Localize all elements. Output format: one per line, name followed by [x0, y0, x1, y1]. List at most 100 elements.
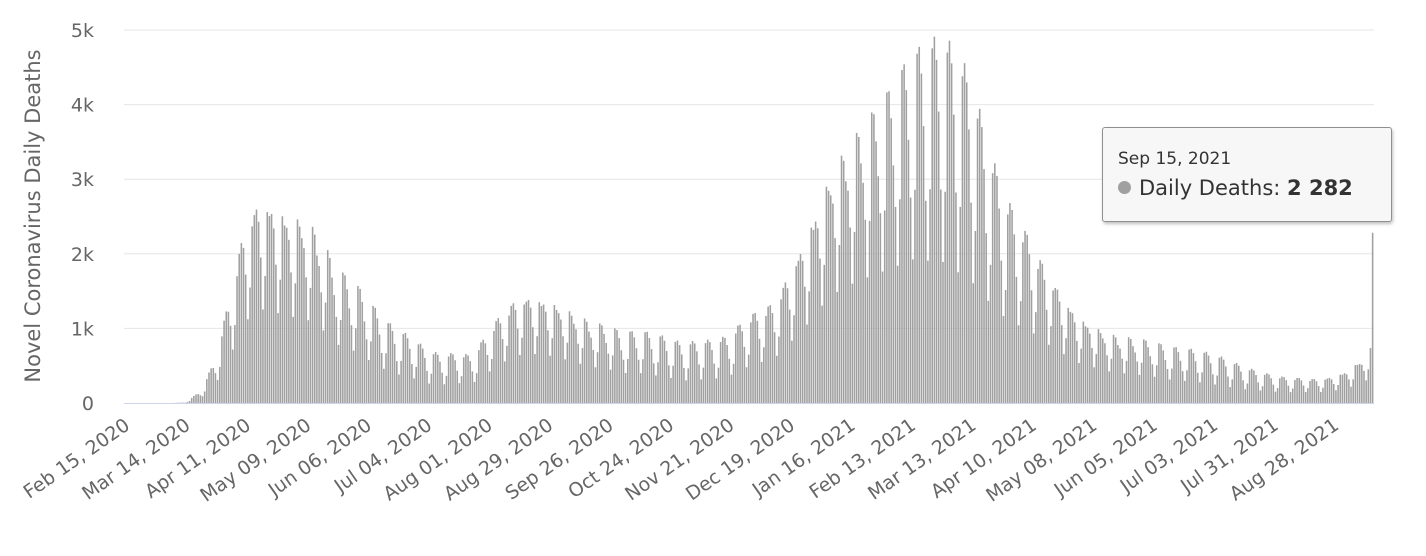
- bar[interactable]: [808, 291, 810, 403]
- bar[interactable]: [957, 272, 959, 403]
- bar[interactable]: [238, 253, 240, 403]
- bar[interactable]: [432, 354, 435, 403]
- bar[interactable]: [1168, 379, 1171, 403]
- bar[interactable]: [240, 243, 243, 403]
- bar[interactable]: [659, 336, 661, 403]
- bar[interactable]: [1065, 338, 1067, 403]
- bar[interactable]: [1151, 364, 1154, 403]
- bar[interactable]: [594, 367, 597, 403]
- bar[interactable]: [909, 197, 912, 403]
- bar[interactable]: [516, 328, 519, 403]
- bar[interactable]: [629, 331, 631, 403]
- bar[interactable]: [266, 212, 269, 403]
- bar[interactable]: [1108, 371, 1111, 403]
- bar[interactable]: [646, 331, 649, 403]
- bar[interactable]: [1339, 374, 1342, 403]
- bar[interactable]: [430, 373, 433, 403]
- bar[interactable]: [741, 331, 743, 403]
- bar[interactable]: [231, 349, 234, 403]
- bar[interactable]: [242, 247, 245, 403]
- bar[interactable]: [756, 320, 759, 403]
- bar[interactable]: [367, 360, 370, 403]
- bar[interactable]: [413, 378, 415, 403]
- bar[interactable]: [255, 209, 258, 403]
- bar[interactable]: [1045, 309, 1048, 403]
- bar[interactable]: [398, 374, 400, 403]
- bar[interactable]: [618, 338, 620, 403]
- bar[interactable]: [467, 355, 469, 403]
- bar[interactable]: [1352, 379, 1354, 403]
- bar[interactable]: [1078, 363, 1080, 403]
- bar[interactable]: [598, 323, 601, 403]
- bar[interactable]: [1000, 260, 1003, 403]
- bar[interactable]: [309, 287, 312, 403]
- bar[interactable]: [1231, 379, 1234, 403]
- bar[interactable]: [1330, 379, 1333, 403]
- bar[interactable]: [1214, 384, 1216, 403]
- bar[interactable]: [1091, 348, 1093, 403]
- bar[interactable]: [950, 63, 953, 403]
- bar[interactable]: [1268, 374, 1270, 403]
- bar[interactable]: [294, 283, 297, 403]
- bar[interactable]: [1281, 376, 1283, 403]
- bar[interactable]: [260, 257, 262, 404]
- bar[interactable]: [918, 46, 921, 403]
- bar[interactable]: [747, 354, 750, 403]
- bar[interactable]: [1248, 370, 1251, 403]
- bar[interactable]: [385, 353, 387, 403]
- bar[interactable]: [506, 345, 508, 403]
- bar[interactable]: [726, 345, 728, 403]
- bar[interactable]: [1335, 390, 1337, 403]
- bar[interactable]: [661, 335, 664, 403]
- bar[interactable]: [709, 342, 711, 403]
- bar[interactable]: [275, 264, 277, 403]
- bar[interactable]: [907, 139, 910, 403]
- bar[interactable]: [1261, 386, 1264, 403]
- bar[interactable]: [981, 127, 983, 403]
- bar[interactable]: [937, 111, 940, 403]
- bar[interactable]: [493, 330, 495, 403]
- bar[interactable]: [316, 255, 318, 403]
- bar[interactable]: [801, 260, 804, 403]
- bar[interactable]: [849, 227, 851, 403]
- bar[interactable]: [555, 309, 558, 403]
- bar[interactable]: [370, 341, 372, 403]
- bar[interactable]: [842, 160, 845, 403]
- bar[interactable]: [806, 324, 808, 403]
- bar[interactable]: [812, 229, 815, 403]
- bar[interactable]: [329, 258, 331, 403]
- bar[interactable]: [1143, 339, 1145, 403]
- bar[interactable]: [396, 361, 398, 403]
- bar[interactable]: [380, 352, 383, 403]
- bar[interactable]: [1350, 386, 1352, 403]
- bar[interactable]: [931, 48, 933, 404]
- bar[interactable]: [780, 299, 782, 403]
- bar[interactable]: [462, 357, 465, 403]
- bar[interactable]: [575, 329, 577, 403]
- bar[interactable]: [503, 361, 506, 403]
- bar[interactable]: [1099, 333, 1102, 403]
- bar[interactable]: [449, 353, 452, 403]
- bar[interactable]: [471, 371, 474, 403]
- bar[interactable]: [525, 301, 528, 403]
- bar[interactable]: [1283, 377, 1285, 403]
- bar[interactable]: [223, 320, 225, 403]
- bar[interactable]: [542, 304, 545, 404]
- bar[interactable]: [335, 316, 338, 403]
- bar[interactable]: [829, 195, 832, 403]
- bar[interactable]: [514, 309, 517, 403]
- bar[interactable]: [1320, 391, 1322, 403]
- bar[interactable]: [639, 373, 642, 403]
- bar[interactable]: [523, 304, 525, 403]
- bar[interactable]: [1194, 361, 1197, 403]
- bar[interactable]: [195, 394, 197, 403]
- bar[interactable]: [532, 327, 534, 403]
- bar[interactable]: [743, 346, 746, 403]
- bar[interactable]: [627, 358, 629, 403]
- bar[interactable]: [601, 325, 603, 403]
- bar[interactable]: [538, 302, 541, 403]
- bar[interactable]: [1022, 242, 1024, 403]
- bar[interactable]: [389, 323, 392, 403]
- bar[interactable]: [193, 395, 195, 403]
- bar[interactable]: [983, 169, 985, 403]
